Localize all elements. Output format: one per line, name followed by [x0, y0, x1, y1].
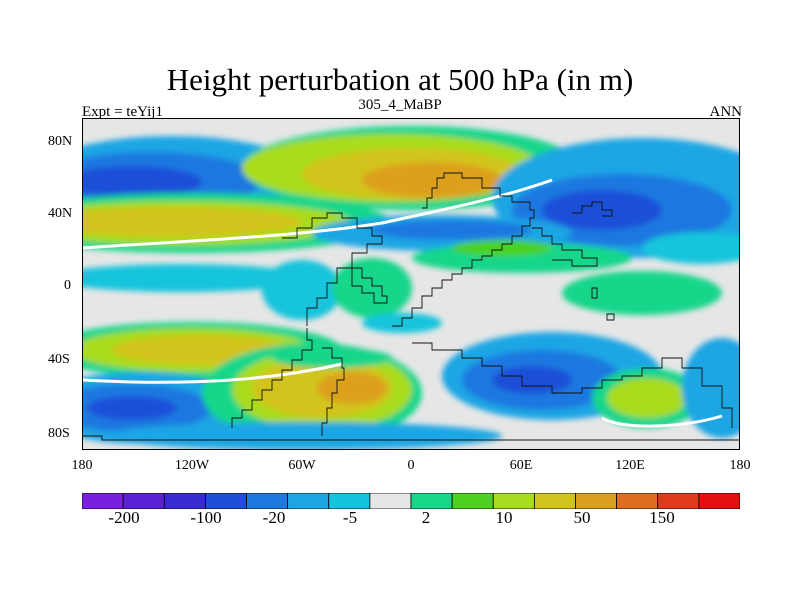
- coastline: [532, 227, 598, 267]
- lon-label-180e: 180: [729, 458, 751, 473]
- colorbar-label: -200: [108, 508, 140, 527]
- experiment-label: Expt = teYij1: [82, 104, 163, 120]
- colorbar-swatch: [575, 493, 618, 509]
- lon-label-120w: 120W: [174, 458, 210, 473]
- lat-label-80s: 80S: [48, 426, 70, 441]
- colorbar-label: 50: [573, 508, 591, 527]
- zero-contour-lines: [82, 178, 723, 428]
- lon-label-60e: 60E: [509, 458, 533, 473]
- contour-region: [82, 166, 202, 198]
- colorbar-swatch: [369, 493, 412, 509]
- lon-label-120e: 120E: [615, 458, 645, 473]
- colorbar-swatch: [82, 493, 124, 509]
- contour-region: [362, 162, 502, 198]
- contour-region: [682, 338, 740, 438]
- map-frame: [82, 118, 740, 450]
- lon-label-180w: 180: [71, 458, 93, 473]
- coastline: [282, 212, 383, 326]
- contour-region: [82, 207, 302, 237]
- coastline: [321, 347, 345, 436]
- colorbar: [82, 493, 740, 509]
- lat-label-40n: 40N: [48, 206, 73, 221]
- colorbar-swatch: [616, 493, 659, 509]
- colorbar-swatch: [163, 493, 206, 509]
- colorbar-label: 2: [421, 508, 431, 527]
- colorbar-swatch: [410, 493, 453, 509]
- height-perturbation-map: [82, 118, 740, 450]
- coastline: [231, 328, 313, 428]
- colorbar-label: -20: [262, 508, 286, 527]
- zero-contour: [82, 362, 343, 384]
- lon-label-0: 0: [407, 458, 415, 473]
- colorbar-swatch: [492, 493, 535, 509]
- lat-label-40s: 40S: [48, 352, 70, 367]
- contour-region: [332, 258, 412, 318]
- colorbar-label: -100: [190, 508, 222, 527]
- colorbar-swatch: [451, 493, 494, 509]
- coastline: [351, 267, 388, 304]
- coastline: [392, 172, 535, 327]
- colorbar-swatch: [287, 493, 330, 509]
- season-label: ANN: [709, 104, 743, 120]
- lon-label-60w: 60W: [288, 458, 316, 473]
- contour-region: [102, 422, 502, 450]
- contour-region: [372, 220, 532, 240]
- contour-region: [87, 396, 177, 420]
- colorbar-label: -5: [342, 508, 358, 527]
- contour-region: [317, 372, 387, 404]
- colorbar-swatch: [204, 493, 247, 509]
- coastline: [606, 313, 615, 321]
- contour-region: [607, 378, 687, 418]
- contour-region: [492, 366, 572, 394]
- zero-contour: [601, 414, 723, 428]
- period-label: 305_4_MaBP: [358, 97, 442, 113]
- colorbar-swatch: [657, 493, 700, 509]
- contour-region: [562, 271, 722, 315]
- colorbar-swatch: [533, 493, 576, 509]
- plot-title: Height perturbation at 500 hPa (in m): [166, 62, 634, 97]
- coastline: [412, 342, 733, 428]
- lat-label-80n: 80N: [48, 134, 73, 149]
- colorbar-label: 10: [495, 508, 513, 527]
- contour-region: [82, 264, 312, 292]
- colorbar-swatch: [122, 493, 165, 509]
- coastline: [591, 287, 598, 299]
- contour-region: [642, 232, 740, 264]
- contour-region: [262, 260, 342, 320]
- contour-fill: [82, 126, 740, 450]
- coastline: [82, 435, 740, 441]
- colorbar-swatch: [246, 493, 289, 509]
- colorbar-label: 150: [649, 508, 675, 527]
- colorbar-swatch: [698, 493, 740, 509]
- lat-label-equator: 0: [64, 278, 71, 293]
- coastlines: [82, 172, 740, 441]
- coastline: [572, 201, 613, 217]
- colorbar-swatch: [328, 493, 371, 509]
- zero-contour: [82, 178, 553, 250]
